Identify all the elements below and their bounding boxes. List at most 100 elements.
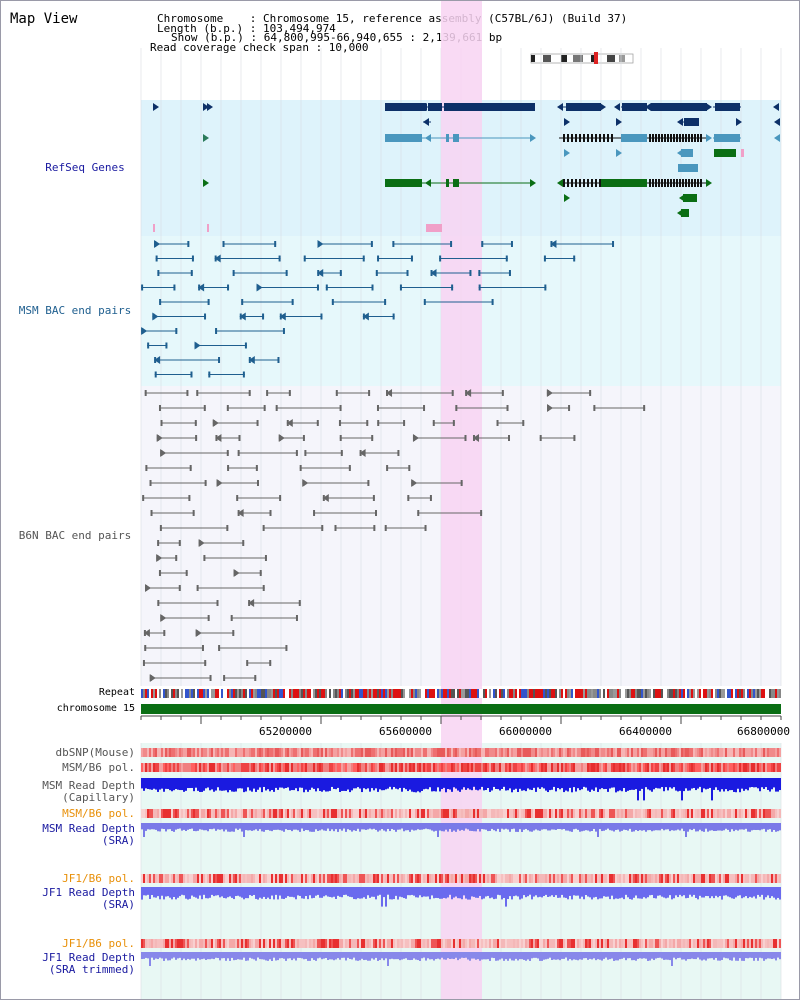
track-label-jf1-depth-trimmed-sub: (SRA trimmed) (48, 963, 135, 976)
b6n-bac-pair (216, 479, 259, 487)
b6n-bac-pair (546, 389, 592, 397)
b6n-bac-pair (215, 434, 241, 442)
b6n-bac-pair (150, 510, 195, 516)
track-label-jf1-b6-pol: JF1/B6 pol. (62, 872, 135, 885)
strand-arrow (215, 434, 222, 442)
b6n-bac-pair (160, 614, 210, 622)
strand-arrow (773, 103, 779, 111)
strand-arrow (362, 312, 369, 321)
axis-tick-label: 66400000 (619, 725, 672, 738)
refseq-gene-models[interactable] (153, 103, 780, 232)
track-label-jf1-depth-sra-sub: (SRA) (101, 898, 135, 911)
length-info: Length (b.p.) : 103,494,974 (157, 22, 336, 35)
strand-arrow (141, 327, 148, 335)
strand-arrow (143, 629, 150, 637)
b6n-bac-pair (338, 420, 369, 426)
strand-arrow (233, 569, 240, 577)
b6n-bac-pair (145, 584, 181, 592)
msm-depth-capillary-bars (141, 778, 781, 801)
msm-bac-pair (141, 284, 176, 291)
b6n-bac-pair (142, 660, 207, 666)
b6n-bac-pair (198, 539, 245, 547)
gene-model (385, 134, 535, 142)
b6n-bac-pair (339, 435, 374, 441)
b6n-bac-pair (313, 510, 378, 516)
track-label-msm-depth-capillary: MSM Read Depth (42, 779, 135, 792)
msm-bac-pair (430, 269, 472, 277)
b6n-bac-pair (246, 660, 272, 666)
track-label-jf1-depth-sra: JF1 Read Depth (42, 886, 135, 899)
strand-arrow (421, 103, 427, 111)
msm-bac-pair (481, 241, 513, 247)
msm-bac-end-pairs[interactable] (141, 240, 615, 378)
msm-bac-pair (550, 240, 615, 248)
strand-arrow (203, 179, 209, 187)
strand-arrow (359, 449, 366, 457)
strand-arrow (302, 479, 309, 487)
b6n-bac-pair (144, 390, 189, 396)
msm-bac-pair (331, 299, 387, 305)
strand-arrow (194, 341, 201, 350)
gene-model (713, 134, 741, 142)
strand-arrow (412, 434, 419, 442)
b6n-bac-pair (407, 495, 432, 501)
track-label-chromosome: chromosome 15 (56, 703, 135, 714)
msm-bac-pair (362, 312, 395, 321)
b6n-bac-pair (158, 570, 188, 576)
track-label-jf1-depth-trimmed: JF1 Read Depth (42, 951, 135, 964)
msm-bac-pair (208, 371, 245, 378)
b6n-bac-pair (145, 465, 192, 471)
b6n-bac-end-pairs[interactable] (142, 389, 646, 682)
msm-bac-pair (215, 328, 285, 334)
track-label-b6n-bac: B6N BAC end pairs (18, 529, 132, 542)
b6n-bac-pair (236, 495, 282, 501)
strand-arrow (216, 479, 223, 487)
msm-bac-pair (478, 284, 547, 291)
b6n-bac-pair (160, 449, 229, 457)
b6n-bac-pair (237, 509, 272, 517)
strand-arrow (154, 356, 161, 364)
axis-tick-label: 66000000 (499, 725, 552, 738)
msm-bac-pair (248, 356, 280, 364)
repeat-track[interactable] (141, 689, 781, 698)
msm-bac-pair (194, 341, 247, 350)
chromosome-ideogram[interactable] (530, 52, 634, 64)
b6n-bac-pair (455, 405, 509, 411)
strand-arrow (564, 194, 570, 202)
msm-bac-pair (279, 312, 323, 321)
gene-model (385, 179, 535, 187)
b6n-bac-pair (196, 585, 265, 591)
b6n-bac-pair (302, 479, 370, 487)
msm-bac-pair (317, 240, 373, 248)
msm-depth-sra-bars (141, 823, 781, 837)
b6n-bac-pair (286, 419, 319, 427)
b6n-bac-pair (149, 480, 207, 486)
msm-bac-pair (147, 342, 168, 349)
strand-arrow (736, 118, 742, 126)
track-label-msm-b6-pol: MSM/B6 pol. (62, 761, 135, 774)
gene-model (385, 103, 535, 111)
lower-data-tracks[interactable] (141, 748, 781, 966)
strand-arrow (149, 674, 156, 682)
b6n-bac-pair (143, 629, 166, 637)
b6n-bac-pair (158, 405, 206, 411)
strand-arrow (677, 149, 683, 157)
strand-arrow (547, 404, 554, 412)
b6n-bac-pair (223, 675, 257, 681)
chromosome-15-bar[interactable] (141, 704, 781, 714)
strand-arrow (153, 103, 159, 111)
highlight-region[interactable] (441, 1, 482, 1000)
track-label-dbsnp: dbSNP(Mouse) (55, 746, 135, 759)
strand-arrow (706, 134, 712, 142)
msm-bac-pair (377, 255, 413, 262)
b6n-bac-pair (322, 494, 375, 502)
b6n-bac-pair (299, 465, 351, 471)
msm-bac-pair (303, 255, 365, 262)
strand-arrow (530, 179, 536, 187)
strand-arrow (706, 179, 712, 187)
msm-bac-pair (159, 299, 210, 305)
strand-arrow (154, 240, 161, 248)
b6n-bac-pair (237, 450, 298, 456)
